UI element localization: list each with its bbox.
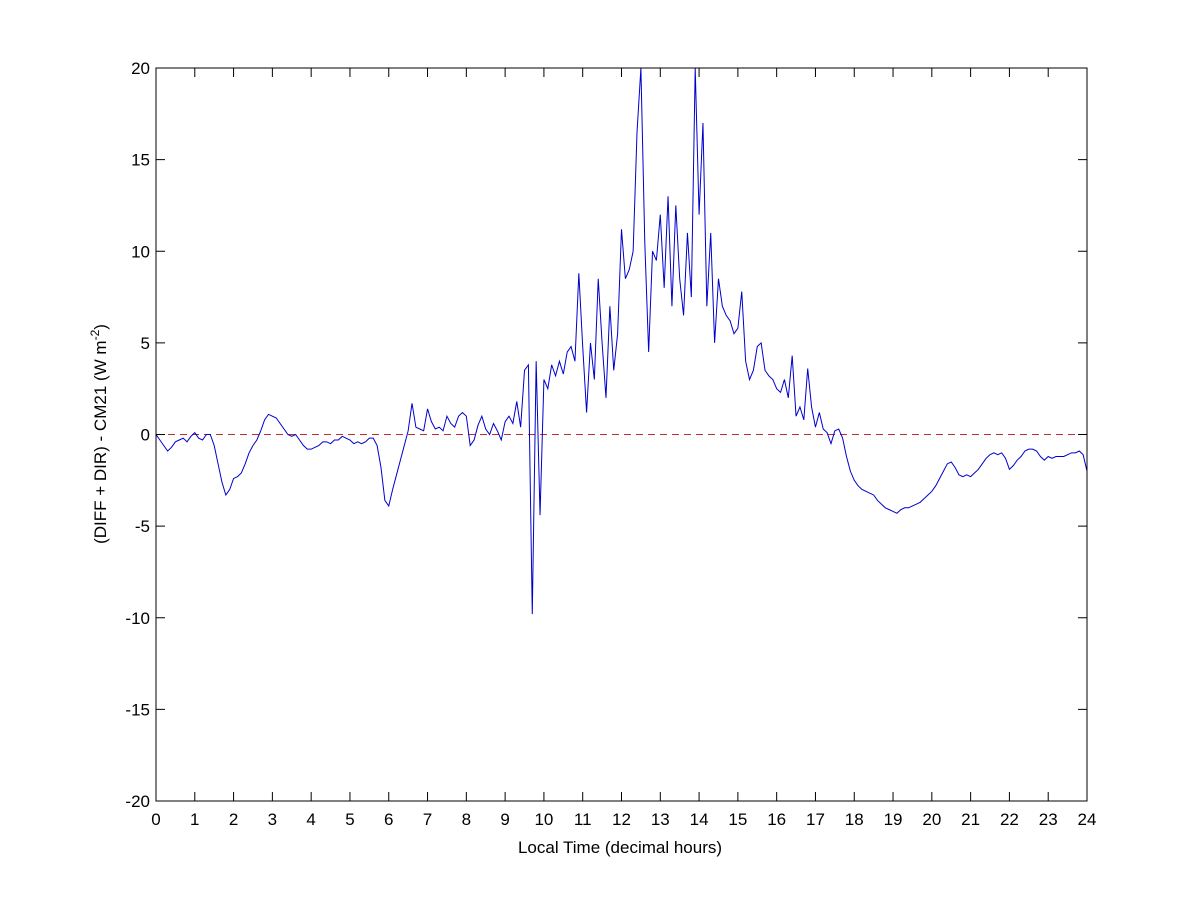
x-tick-label: 15: [728, 810, 747, 829]
y-tick-label: -5: [135, 517, 150, 536]
x-tick-label: 1: [190, 810, 199, 829]
x-tick-label: 0: [151, 810, 160, 829]
x-tick-label: 13: [651, 810, 670, 829]
y-tick-label: 5: [141, 334, 150, 353]
x-tick-label: 20: [922, 810, 941, 829]
y-axis-label: (DIFF + DIR) - CM21 (W m-2): [88, 324, 110, 544]
x-tick-label: 9: [500, 810, 509, 829]
y-axis-label-superscript: -2: [88, 329, 102, 340]
x-tick-label: 16: [767, 810, 786, 829]
x-tick-label: 24: [1078, 810, 1097, 829]
x-tick-label: 21: [961, 810, 980, 829]
y-axis-label-end: ): [91, 324, 110, 330]
x-axis-label: Local Time (decimal hours): [518, 838, 722, 857]
x-tick-label: 6: [384, 810, 393, 829]
y-tick-label: 0: [141, 426, 150, 445]
x-tick-label: 19: [884, 810, 903, 829]
x-tick-label: 10: [534, 810, 553, 829]
y-tick-label: -15: [125, 700, 150, 719]
x-tick-label: 4: [306, 810, 315, 829]
x-tick-label: 14: [690, 810, 709, 829]
y-tick-label: -10: [125, 609, 150, 628]
x-tick-label: 23: [1039, 810, 1058, 829]
x-tick-label: 3: [268, 810, 277, 829]
x-tick-label: 12: [612, 810, 631, 829]
x-tick-label: 8: [462, 810, 471, 829]
x-tick-label: 7: [423, 810, 432, 829]
x-tick-label: 11: [574, 810, 592, 829]
y-tick-label: -20: [125, 792, 150, 811]
x-tick-label: 22: [1000, 810, 1019, 829]
x-tick-label: 2: [229, 810, 238, 829]
y-tick-label: 10: [131, 242, 150, 261]
y-tick-label: 20: [131, 59, 150, 78]
x-tick-label: 5: [345, 810, 354, 829]
y-axis-label-text: (DIFF + DIR) - CM21 (W m: [91, 340, 110, 544]
y-tick-label: 15: [131, 151, 150, 170]
x-tick-label: 17: [806, 810, 825, 829]
x-tick-label: 18: [845, 810, 864, 829]
data-line: [156, 68, 1087, 615]
